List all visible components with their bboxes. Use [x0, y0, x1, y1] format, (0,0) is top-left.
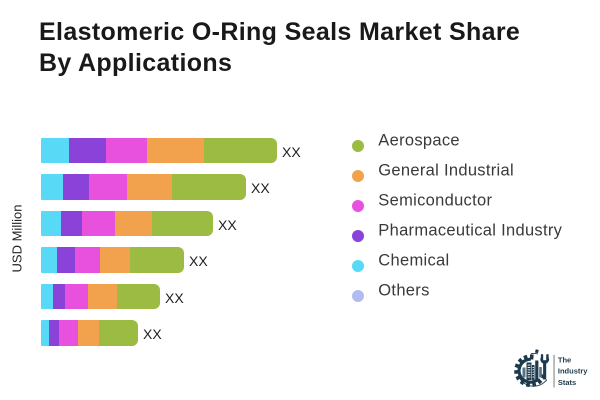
svg-text:Industry: Industry	[558, 367, 588, 376]
svg-text:Stats: Stats	[558, 378, 576, 387]
svg-text:The: The	[558, 355, 571, 364]
